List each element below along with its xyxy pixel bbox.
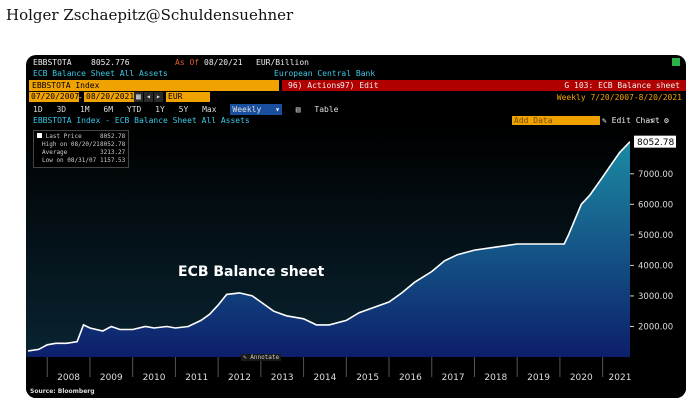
tab-6m[interactable]: 6M bbox=[103, 105, 114, 114]
x-tick-label: 2019 bbox=[527, 373, 550, 383]
last-price-tag bbox=[634, 135, 676, 148]
legend-low-label: Low on 08/31/07 bbox=[42, 157, 97, 164]
x-tick-label: 2014 bbox=[313, 373, 336, 383]
x-tick-label: 2016 bbox=[399, 373, 422, 383]
chart-title: ECB Balance sheet bbox=[178, 264, 325, 280]
as-of-date: 08/20/21 bbox=[204, 58, 243, 67]
y-tick-label: 7000.00 bbox=[638, 170, 673, 180]
last-value: 8052.776 bbox=[91, 58, 130, 67]
add-data-button[interactable]: Add Data bbox=[512, 116, 600, 125]
prev-arrow-icon[interactable]: ◂ bbox=[144, 92, 153, 102]
legend-high-label: High on 08/20/21 bbox=[42, 141, 100, 148]
x-tick-label: 2018 bbox=[484, 373, 507, 383]
x-axis-panel bbox=[26, 357, 686, 398]
source-label: Source: Bloomberg bbox=[30, 388, 95, 395]
range-tabs: 1D 3D 1M 6M YTD 1Y 5Y Max Weekly ▾ ▥ Tab… bbox=[33, 104, 686, 115]
period-info: Weekly 7/20/2007-8/20/2021 bbox=[556, 93, 682, 102]
as-of-label: As Of bbox=[175, 58, 200, 67]
x-tick-label: 2020 bbox=[570, 373, 593, 383]
tab-5y[interactable]: 5Y bbox=[178, 105, 189, 114]
legend-low-value: 1157.53 bbox=[100, 157, 126, 164]
legend-avg-label: Average bbox=[42, 149, 68, 156]
start-date-input[interactable]: 07/20/2007 bbox=[29, 92, 80, 102]
frequency-select[interactable]: Weekly ▾ bbox=[230, 104, 282, 115]
date-separator: - bbox=[78, 93, 83, 102]
table-button[interactable]: Table bbox=[314, 105, 339, 114]
next-arrow-icon[interactable]: ▸ bbox=[154, 92, 163, 102]
y-tick-label: 4000.00 bbox=[638, 261, 673, 271]
chart-legend: Last Price 8052.78 High on 08/20/21 8052… bbox=[33, 130, 129, 168]
ticker: EBBSTOTA bbox=[33, 58, 72, 67]
header-row: EBBSTOTA 8052.776 As Of 08/20/21 EUR/Bil… bbox=[26, 57, 686, 68]
y-tick-label: 5000.00 bbox=[638, 231, 673, 241]
tab-ytd[interactable]: YTD bbox=[126, 105, 142, 114]
x-tick-label: 2013 bbox=[271, 373, 294, 383]
unit: EUR/Billion bbox=[256, 58, 309, 67]
x-tick-label: 2017 bbox=[442, 373, 465, 383]
end-date-input[interactable]: 08/20/2021 bbox=[84, 92, 135, 102]
y-tick-label: 2000.00 bbox=[638, 322, 673, 332]
x-tick-label: 2015 bbox=[356, 373, 379, 383]
issuer: European Central Bank bbox=[274, 69, 376, 78]
x-tick-label: 2008 bbox=[57, 373, 80, 383]
chart-area: 2000.00 3000.00 4000.00 5000.00 6000.00 7000.… bbox=[26, 126, 686, 398]
x-tick-label: 2011 bbox=[185, 373, 208, 383]
tab-1y[interactable]: 1Y bbox=[155, 105, 165, 114]
calendar-icon[interactable]: ▦ bbox=[134, 92, 143, 102]
byline: Holger Zschaepitz@Schuldensuehner bbox=[6, 6, 294, 24]
edit-menu[interactable]: 97) Edit bbox=[340, 81, 379, 90]
chart-icon[interactable]: ▥ bbox=[295, 105, 301, 114]
last-price-tag-label: 8052.78 bbox=[637, 138, 674, 148]
date-row: 07/20/2007 - 08/20/2021 ▦ ◂ ▸ EUR Weekly… bbox=[26, 92, 686, 103]
x-tick-label: 2010 bbox=[143, 373, 166, 383]
settings-icon[interactable]: ⚙ bbox=[664, 116, 669, 125]
status-indicator bbox=[672, 58, 680, 66]
subheader: EBBSTOTA Index - ECB Balance Sheet All A… bbox=[33, 116, 250, 125]
x-tick-label: 2009 bbox=[100, 373, 123, 383]
security-field[interactable]: EBBSTOTA Index bbox=[29, 80, 279, 91]
tab-1m[interactable]: 1M bbox=[79, 105, 90, 114]
tab-max[interactable]: Max bbox=[202, 105, 217, 114]
actions-menu[interactable]: 96) Actions bbox=[288, 81, 341, 90]
y-axis-panel bbox=[630, 126, 686, 391]
zoom-icon[interactable]: ⇲ bbox=[650, 116, 655, 125]
function-title: G 103: ECB Balance sheet bbox=[564, 81, 680, 90]
toolbar-row: EBBSTOTA Index 96) Actions 97) Edit G 10… bbox=[26, 80, 686, 91]
bloomberg-terminal: EBBSTOTA 8052.776 As Of 08/20/21 EUR/Bil… bbox=[26, 55, 686, 398]
tab-1d[interactable]: 1D bbox=[33, 105, 43, 114]
legend-last: Last Price bbox=[37, 133, 82, 141]
description-row: ECB Balance Sheet All Assets European Ce… bbox=[26, 68, 686, 79]
legend-last-value: 8052.78 bbox=[100, 133, 126, 140]
y-tick-label: 6000.00 bbox=[638, 200, 673, 210]
legend-avg-value: 3213.27 bbox=[100, 149, 126, 156]
y-tick-label: 3000.00 bbox=[638, 292, 673, 302]
x-tick-label: 2021 bbox=[609, 373, 632, 383]
series-line bbox=[27, 141, 631, 352]
edit-chart-button[interactable]: ✎ Edit Chart bbox=[602, 116, 660, 125]
tab-3d[interactable]: 3D bbox=[56, 105, 67, 114]
legend-high-value: 8052.78 bbox=[100, 141, 126, 148]
subheader-row: EBBSTOTA Index - ECB Balance Sheet All A… bbox=[26, 115, 686, 126]
description: ECB Balance Sheet All Assets bbox=[33, 69, 168, 78]
series-area bbox=[28, 141, 630, 357]
currency-select[interactable]: EUR bbox=[166, 92, 210, 102]
x-tick-label: 2012 bbox=[228, 373, 251, 383]
annotate-button[interactable]: ✎ Annotate bbox=[241, 354, 282, 361]
function-bar: 96) Actions 97) Edit G 103: ECB Balance … bbox=[282, 80, 686, 91]
